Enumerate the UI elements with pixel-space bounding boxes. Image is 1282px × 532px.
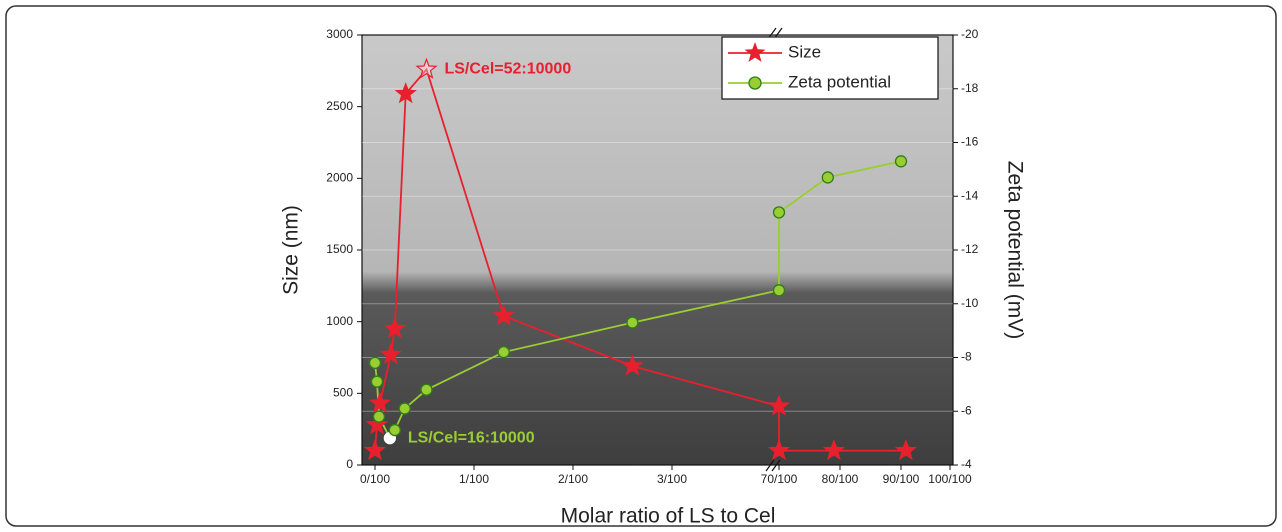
data-point bbox=[415, 57, 438, 79]
data-point bbox=[372, 410, 386, 423]
data-point bbox=[420, 383, 433, 396]
y2-tick-label: -16 bbox=[961, 135, 979, 149]
data-point bbox=[388, 423, 401, 437]
legend-marker bbox=[748, 76, 762, 90]
y-tick-label: 0 bbox=[346, 457, 353, 471]
x-tick-label: 1/100 bbox=[459, 472, 489, 486]
plot-background bbox=[362, 35, 953, 465]
y2-tick-label: -14 bbox=[961, 188, 979, 202]
data-point bbox=[394, 82, 417, 104]
y-tick-label: 500 bbox=[333, 386, 353, 400]
y2-axis-title: Zeta potential (mV) bbox=[1003, 161, 1026, 340]
x-axis-title: Molar ratio of LS to Cel bbox=[561, 505, 776, 528]
data-point bbox=[894, 155, 908, 168]
y2-tick-label: -18 bbox=[961, 81, 979, 95]
data-point bbox=[621, 354, 644, 376]
data-point bbox=[379, 342, 403, 365]
data-point bbox=[772, 284, 786, 297]
x-tick-label: 0/100 bbox=[360, 472, 390, 486]
data-point bbox=[368, 391, 392, 413]
y2-tick-label: -12 bbox=[961, 242, 979, 256]
data-point bbox=[626, 316, 639, 329]
data-point bbox=[368, 356, 382, 370]
data-point bbox=[767, 439, 791, 461]
data-point bbox=[822, 439, 846, 461]
data-point bbox=[370, 375, 384, 388]
y2-tick-label: -4 bbox=[961, 457, 972, 471]
data-point bbox=[365, 413, 389, 435]
data-point bbox=[492, 304, 515, 326]
data-point bbox=[363, 439, 387, 461]
y-tick-label: 2000 bbox=[326, 171, 353, 185]
y2-tick-label: -10 bbox=[961, 296, 979, 310]
x-tick-label: 70/100 bbox=[761, 472, 798, 486]
x-tick-label: 2/100 bbox=[558, 472, 588, 486]
y-tick-label: 3000 bbox=[326, 27, 353, 41]
y2-tick-label: -20 bbox=[961, 27, 979, 41]
x-tick-label: 90/100 bbox=[883, 472, 920, 486]
frame bbox=[5, 5, 1277, 527]
y-tick-label: 1000 bbox=[326, 314, 353, 328]
x-tick-label: 100/100 bbox=[928, 472, 972, 486]
data-point bbox=[383, 317, 406, 339]
y2-tick-label: -8 bbox=[961, 350, 972, 364]
x-tick-label: 3/100 bbox=[657, 472, 687, 486]
y2-tick-label: -6 bbox=[961, 403, 972, 417]
legend-marker bbox=[744, 42, 766, 62]
data-point bbox=[497, 345, 510, 359]
y-axis-title: Size (nm) bbox=[280, 205, 303, 295]
annotation: LS/Cel=52:10000 bbox=[444, 61, 571, 78]
y-tick-label: 2500 bbox=[326, 99, 353, 113]
legend-label: Size bbox=[788, 42, 821, 61]
x-tick-label: 80/100 bbox=[822, 472, 859, 486]
y-tick-label: 1500 bbox=[326, 242, 353, 256]
data-point bbox=[398, 402, 411, 415]
annotation: LS/Cel=16:10000 bbox=[408, 429, 535, 446]
data-point bbox=[821, 171, 834, 184]
legend-label: Zeta potential bbox=[788, 72, 891, 91]
data-point bbox=[894, 439, 918, 461]
data-point bbox=[772, 206, 786, 219]
legend: Size Zeta potential bbox=[721, 36, 939, 100]
data-point bbox=[767, 394, 791, 416]
